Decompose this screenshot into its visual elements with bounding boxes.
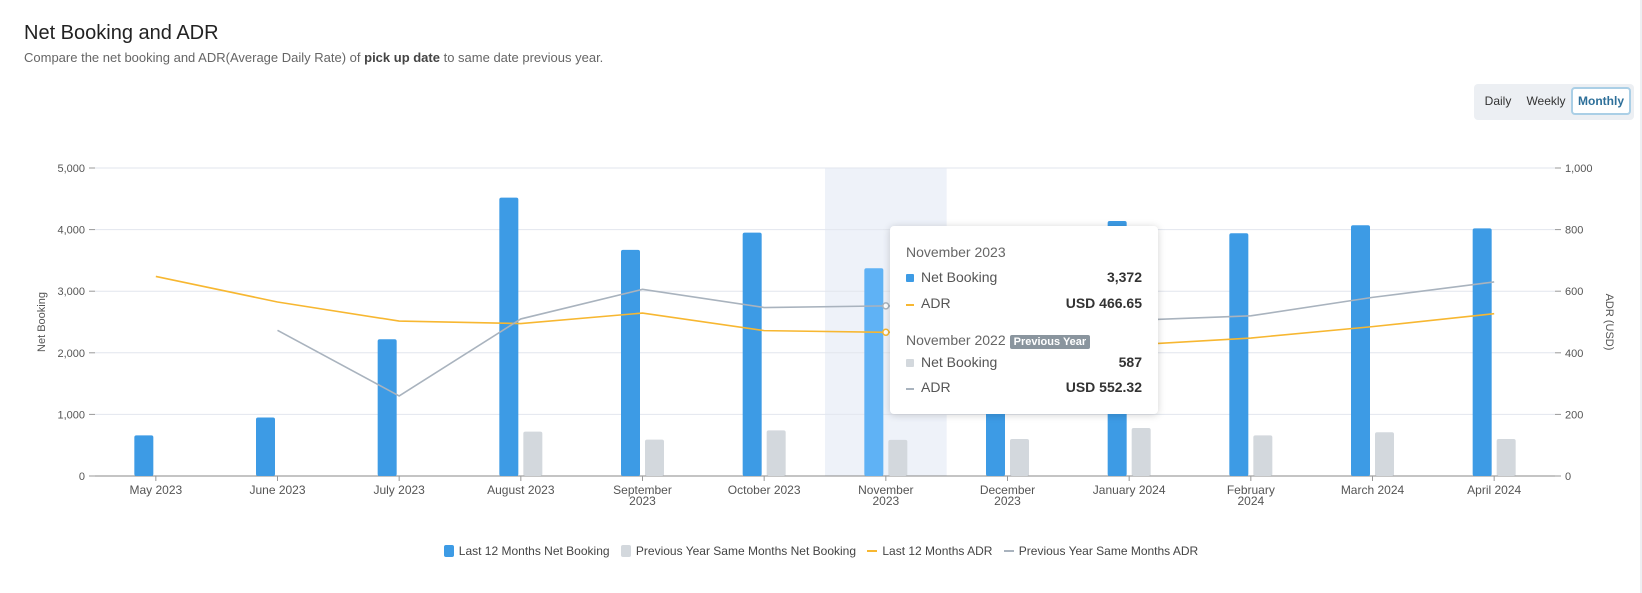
y2-axis-tick-label: 200 — [1565, 409, 1583, 421]
tooltip-previous-title-row: November 2022 Previous Year — [906, 332, 1091, 349]
tooltip-current-net-value: 3,372 — [1106, 269, 1142, 285]
y-axis-tick-label: 3,000 — [57, 286, 85, 298]
subtitle-text-end: to same date previous year. — [439, 50, 604, 65]
x-axis-tick-label: November — [858, 483, 913, 497]
tooltip-previous-net-value: 587 — [1118, 354, 1142, 370]
y-axis-tick-label: 5,000 — [57, 163, 85, 175]
x-axis-tick-label: February — [1227, 483, 1275, 497]
y2-axis-tick-label: 400 — [1565, 348, 1583, 360]
chart-legend: Last 12 Months Net Booking Previous Year… — [0, 544, 1642, 558]
legend-label: Previous Year Same Months ADR — [1018, 544, 1199, 558]
bar-previous-year — [1375, 432, 1394, 476]
bar-previous-year — [1496, 439, 1516, 476]
tooltip-previous-adr-label: ADR — [921, 379, 951, 395]
x-axis-tick-label: September — [613, 483, 672, 497]
bar-previous-year — [523, 431, 543, 476]
legend-item-last-12-net-booking[interactable]: Last 12 Months Net Booking — [443, 544, 610, 558]
hover-point — [882, 302, 890, 310]
legend-item-previous-net-booking[interactable]: Previous Year Same Months Net Booking — [620, 544, 857, 558]
bar-last-12-months — [621, 249, 640, 476]
y2-axis-tick-label: 0 — [1565, 471, 1571, 483]
legend-swatch-icon — [443, 545, 454, 557]
y-axis-label: Net Booking — [36, 292, 48, 352]
x-axis-tick-label: December — [980, 483, 1035, 497]
y-axis-tick-label: 4,000 — [57, 225, 85, 237]
x-axis-tick-label: 2023 — [994, 494, 1021, 508]
bar-last-12-months — [499, 197, 519, 476]
bar-previous-year — [766, 430, 786, 476]
legend-line-icon — [1003, 550, 1014, 552]
panel-border — [1640, 0, 1642, 593]
bar-previous-year — [1131, 427, 1151, 476]
tooltip-previous-net-row: Net Booking 587 — [906, 354, 1142, 374]
adr-line-last-12-months — [155, 275, 1495, 346]
tooltip-previous-adr-value: USD 552.32 — [1065, 379, 1142, 395]
x-axis-tick-label: June 2023 — [249, 483, 305, 497]
granularity-toggle: Daily Weekly Monthly — [1474, 84, 1634, 120]
x-axis-tick-label: August 2023 — [487, 483, 555, 497]
bar-last-12-months — [742, 232, 762, 476]
chart-title: Net Booking and ADR — [24, 22, 219, 44]
x-axis-tick-label: July 2023 — [373, 483, 425, 497]
x-axis-tick-label: April 2024 — [1467, 483, 1521, 497]
previous-year-badge: Previous Year — [1009, 335, 1091, 349]
legend-item-last-12-adr[interactable]: Last 12 Months ADR — [867, 544, 992, 558]
hover-point — [882, 328, 890, 337]
legend-item-previous-adr[interactable]: Previous Year Same Months ADR — [1003, 544, 1199, 558]
previous-adr-line-marker-icon — [906, 388, 914, 390]
y2-axis-tick-label: 600 — [1565, 286, 1583, 298]
chart-tooltip: November 2023 Net Booking 3,372 ADR USD … — [890, 226, 1158, 414]
chart-subtitle: Compare the net booking and ADR(Average … — [24, 50, 603, 65]
bar-previous-year — [888, 439, 908, 476]
bar-last-12-months — [377, 339, 397, 476]
subtitle-text-start: Compare the net booking and ADR(Average … — [24, 50, 365, 65]
y2-axis-label: ADR (USD) — [1603, 294, 1615, 351]
tooltip-previous-adr-row: ADR USD 552.32 — [906, 379, 1142, 399]
legend-label: Last 12 Months Net Booking — [458, 544, 610, 558]
y2-axis-tick-label: 800 — [1565, 225, 1583, 237]
x-axis-tick-label: 2024 — [1237, 494, 1264, 508]
bar-last-12-months — [256, 417, 275, 476]
y-axis-tick-label: 0 — [79, 471, 85, 483]
bar-last-12-months — [1351, 225, 1370, 476]
tooltip-previous-net-label: Net Booking — [921, 354, 998, 370]
x-axis-tick-label: January 2024 — [1093, 483, 1166, 497]
y-axis-tick-label: 1,000 — [57, 409, 85, 421]
x-axis-tick-label: May 2023 — [129, 483, 182, 497]
bar-last-12-months — [134, 435, 154, 476]
tooltip-current-net-label: Net Booking — [921, 269, 998, 285]
tooltip-current-title: November 2023 — [906, 244, 1006, 260]
y2-axis-tick-label: 1,000 — [1565, 163, 1593, 175]
legend-swatch-icon — [620, 545, 631, 557]
y-axis-tick-label: 2,000 — [57, 348, 85, 360]
x-axis-tick-label: 2023 — [872, 494, 899, 508]
bar-last-12-months — [1229, 233, 1249, 476]
tooltip-current-net-row: Net Booking 3,372 — [906, 269, 1142, 289]
net-booking-marker-icon — [906, 274, 914, 282]
x-axis-tick-label: 2023 — [629, 494, 656, 508]
subtitle-emphasis: pick up date — [364, 50, 440, 65]
tooltip-current-adr-label: ADR — [921, 295, 951, 311]
tooltip-previous-title: November 2022 — [906, 332, 1006, 348]
legend-label: Last 12 Months ADR — [882, 544, 993, 558]
bar-last-12-months — [864, 268, 884, 476]
previous-net-booking-marker-icon — [906, 359, 914, 367]
tooltip-current-adr-row: ADR USD 466.65 — [906, 295, 1142, 315]
legend-label: Previous Year Same Months Net Booking — [635, 544, 857, 558]
weekly-button[interactable]: Weekly — [1526, 94, 1566, 108]
daily-button[interactable]: Daily — [1484, 94, 1512, 108]
x-axis-tick-label: March 2024 — [1341, 483, 1405, 497]
adr-line-marker-icon — [906, 304, 914, 306]
bar-last-12-months — [1472, 228, 1492, 476]
x-axis-tick-label: October 2023 — [728, 483, 801, 497]
monthly-button[interactable]: Monthly — [1571, 87, 1631, 115]
legend-line-icon — [867, 550, 878, 552]
tooltip-current-adr-value: USD 466.65 — [1065, 295, 1142, 311]
bar-previous-year — [1010, 439, 1029, 476]
bar-previous-year — [645, 439, 664, 476]
bar-previous-year — [1253, 435, 1273, 476]
